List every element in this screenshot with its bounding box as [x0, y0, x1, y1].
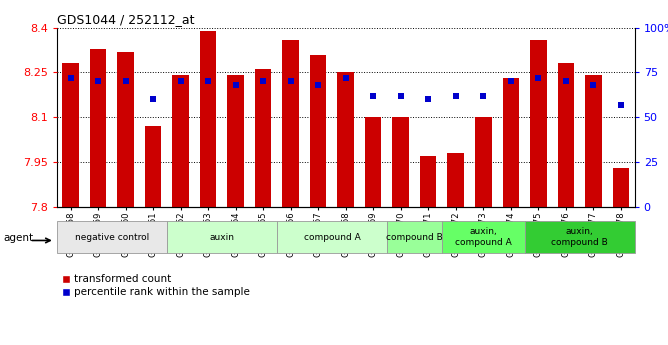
Bar	[613, 168, 629, 207]
Bar	[558, 63, 574, 207]
Point	[93, 79, 104, 84]
Text: compound A: compound A	[303, 233, 360, 242]
Point	[588, 82, 599, 88]
Bar	[62, 63, 79, 207]
Bar	[200, 31, 216, 207]
Point	[506, 79, 516, 84]
Point	[313, 82, 323, 88]
Text: negative control: negative control	[75, 233, 149, 242]
FancyBboxPatch shape	[442, 221, 524, 253]
Text: compound B: compound B	[386, 233, 443, 242]
Bar	[90, 49, 106, 207]
Bar	[502, 78, 519, 207]
Point	[203, 79, 214, 84]
Bar	[310, 55, 327, 207]
FancyBboxPatch shape	[277, 221, 387, 253]
Bar	[475, 117, 492, 207]
Point	[230, 82, 241, 88]
Text: agent: agent	[3, 233, 33, 243]
FancyBboxPatch shape	[57, 221, 167, 253]
Point	[285, 79, 296, 84]
Point	[368, 93, 379, 99]
Text: auxin,
compound B: auxin, compound B	[551, 227, 608, 247]
Bar	[227, 76, 244, 207]
Point	[533, 75, 544, 81]
Point	[395, 93, 406, 99]
Bar	[530, 40, 546, 207]
Point	[258, 79, 269, 84]
Bar	[172, 76, 189, 207]
Point	[65, 75, 76, 81]
Bar	[393, 117, 409, 207]
Bar	[448, 153, 464, 207]
Bar	[118, 51, 134, 207]
Bar	[365, 117, 381, 207]
Bar	[420, 156, 436, 207]
Text: auxin: auxin	[209, 233, 234, 242]
Bar	[255, 69, 271, 207]
Point	[120, 79, 131, 84]
Point	[341, 75, 351, 81]
Text: GDS1044 / 252112_at: GDS1044 / 252112_at	[57, 13, 194, 27]
Point	[560, 79, 571, 84]
FancyBboxPatch shape	[387, 221, 442, 253]
FancyBboxPatch shape	[524, 221, 635, 253]
Bar	[145, 126, 162, 207]
Point	[478, 93, 488, 99]
Text: auxin,
compound A: auxin, compound A	[455, 227, 512, 247]
Bar	[585, 76, 602, 207]
Bar	[337, 72, 354, 207]
Point	[450, 93, 461, 99]
Point	[423, 97, 434, 102]
FancyBboxPatch shape	[167, 221, 277, 253]
Point	[175, 79, 186, 84]
Legend: transformed count, percentile rank within the sample: transformed count, percentile rank withi…	[62, 274, 251, 297]
Point	[615, 102, 626, 108]
Bar	[283, 40, 299, 207]
Point	[148, 97, 158, 102]
